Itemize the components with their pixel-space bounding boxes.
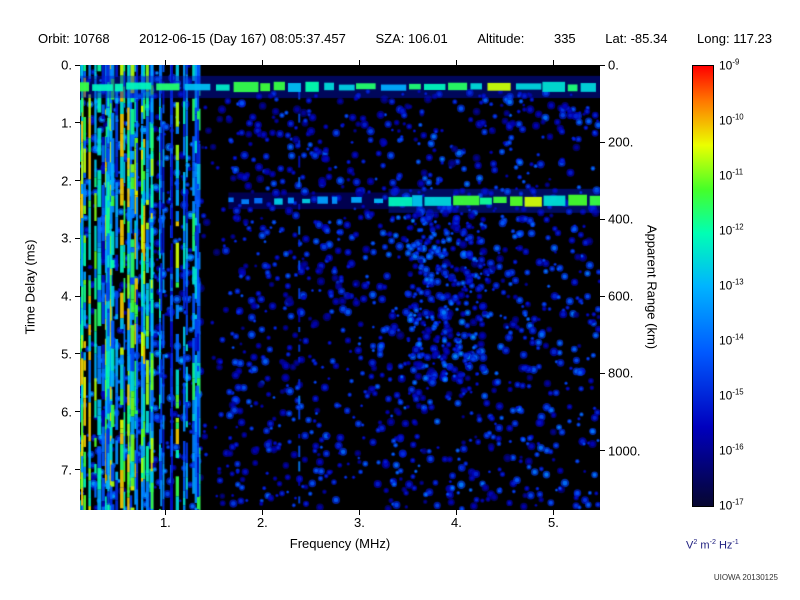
exponent: -1 [732,538,739,546]
altitude-label: Altitude: [477,31,525,46]
exponent: -17 [732,497,744,507]
yaxis-left-title: Time Delay (ms) [22,239,38,335]
range-tick-label: 1000. [608,443,641,459]
exponent: -12 [732,222,744,232]
altitude-value: 335 [553,31,576,46]
y-tick-label: 6. [61,404,72,420]
x-tick-label: 5. [548,515,559,530]
x-tick-mark [358,510,360,515]
range-tick-mark [600,372,605,374]
exponent: -9 [732,57,740,67]
colorbar-tick-label: 10-12 [719,222,744,238]
y-tick-label: 3. [61,230,72,246]
y-tick-label: 0. [61,57,72,73]
range-tick-mark [600,295,605,297]
exponent: -10 [732,112,744,122]
xaxis-title: Frequency (MHz) [289,536,391,551]
orbit-value: Orbit: 10768 [38,31,110,46]
exponent: 2 [693,538,698,546]
range-tick-label: 200. [608,134,634,150]
yaxis-right-title: Apparent Range (km) [644,224,660,350]
x-tick-mark [261,510,263,515]
range-tick-mark [600,218,605,220]
y-tick-label: 5. [61,346,72,362]
x-tick-mark [552,510,554,515]
spectrogram-canvas [80,65,600,510]
y-tick-label: 1. [61,115,72,131]
x-tick-label: 2. [256,515,268,530]
range-tick-mark [600,450,605,452]
colorbar-tick-label: 10-13 [719,277,744,293]
exponent: -14 [732,332,744,342]
x-tick-mark [164,510,166,515]
colorbar-tick-label: 10-16 [719,442,744,458]
range-tick-mark [600,141,605,143]
x-tick-label: 3. [353,515,365,530]
colorbar-tick-label: 10-10 [719,112,744,128]
range-tick-label: 800. [608,365,634,381]
colorbar-tick-label: 10-9 [719,57,740,73]
exponent: -15 [732,387,744,397]
y-tick-label: 2. [61,173,72,189]
exponent: -11 [732,167,744,177]
colorbar-tick-label: 10-17 [719,497,744,513]
range-tick-label: 400. [608,211,634,227]
x-tick-label: 4. [450,515,462,530]
datetime-value: 2012-06-15 (Day 167) 08:05:37.457 [139,31,346,46]
x-tick-label: 1. [159,515,171,530]
spectrogram-plot [80,65,600,510]
exponent: -2 [709,538,716,546]
longitude-value: Long: 117.23 [697,31,772,46]
colorbar-unit-label: V2 m-2 Hz-1 [686,538,739,552]
colorbar [692,65,714,507]
exponent: -13 [732,277,744,287]
range-tick-label: 600. [608,288,634,304]
colorbar-tick-label: 10-11 [719,167,744,183]
sza-value: SZA: 106.01 [375,31,448,46]
colorbar-tick-label: 10-15 [719,387,744,403]
colorbar-tick-label: 10-14 [719,332,744,348]
header-info: Orbit: 10768 2012-06-15 (Day 167) 08:05:… [38,31,772,46]
y-tick-label: 4. [61,288,72,304]
exponent: -16 [732,442,744,452]
y-tick-label: 7. [61,462,72,478]
x-tick-mark [455,510,457,515]
range-tick-mark [600,64,605,66]
latitude-value: Lat: -85.34 [605,31,668,46]
range-tick-label: 0. [608,57,619,73]
watermark: UIOWA 20130125 [713,573,778,582]
